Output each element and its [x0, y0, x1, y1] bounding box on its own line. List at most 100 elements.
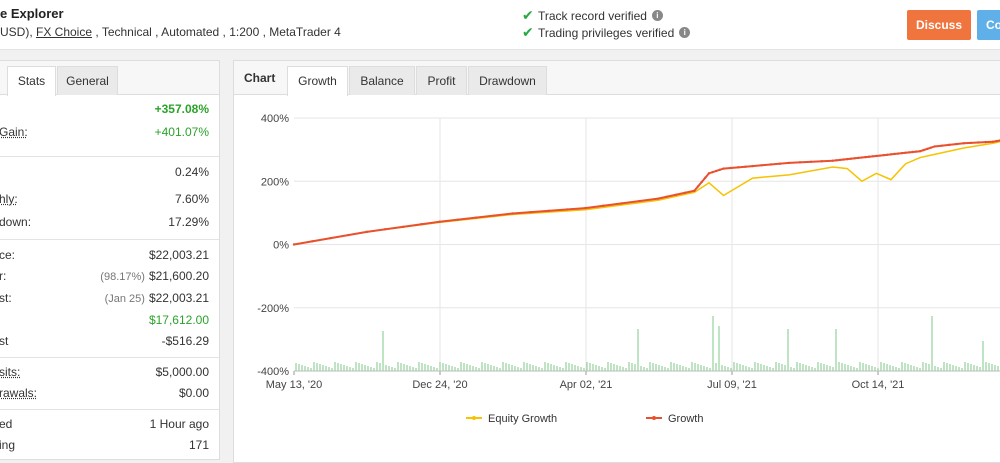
tab-profit[interactable]: Profit — [416, 66, 467, 95]
growth-point — [736, 166, 740, 169]
growth-point — [820, 160, 823, 163]
tab-stats[interactable]: Stats — [7, 66, 56, 96]
axis-layer: 400% 200% 0% -200% -400%May 13, '20 Dec 24, '… — [257, 113, 1000, 391]
growth-point — [893, 152, 896, 156]
stat-value: 7.60% — [174, 192, 209, 206]
growth-point — [729, 166, 732, 170]
growth-point — [995, 139, 998, 143]
info-icon[interactable]: i — [651, 10, 663, 21]
legend-growth-label: Growth — [668, 413, 703, 425]
stat-row-updated: ed 1 Hour ago — [0, 417, 219, 437]
growth-point — [638, 199, 641, 203]
growth-point — [602, 204, 605, 207]
stat-value: $22,003.21 — [148, 291, 209, 305]
growth-point — [940, 144, 944, 147]
growth-point — [329, 236, 332, 240]
stat-row-interest: st -$516.29 — [0, 334, 219, 354]
volume-layer — [295, 316, 999, 371]
growth-point — [456, 218, 459, 221]
growth-point — [696, 185, 700, 188]
growth-point — [842, 158, 845, 161]
growth-point — [760, 164, 763, 167]
stat-label: hly: — [0, 192, 18, 206]
growth-point — [718, 168, 722, 171]
growth-point — [838, 158, 842, 162]
tab-drawdown[interactable]: Drawdown — [468, 66, 547, 95]
chart-tabs: Chart Growth Balance Profit Drawdown — [234, 61, 1000, 96]
copy-button[interactable]: Co — [977, 10, 1000, 40]
growth-point — [704, 176, 707, 179]
stats-tabs: Stats General — [0, 61, 219, 96]
stat-value-group: (98.17%) $21,600.20 — [100, 269, 209, 283]
growth-point — [900, 151, 904, 155]
growth-point — [474, 216, 478, 219]
stat-value: +357.08% — [154, 102, 209, 116]
discuss-button[interactable]: Discuss — [907, 10, 971, 40]
growth-point — [889, 153, 893, 156]
growth-point — [778, 162, 782, 165]
stats-panel: Stats General +357.08% Gain: +401.07% 0.… — [0, 60, 220, 460]
x-tick-label: Apr 02, '21 — [560, 379, 613, 391]
growth-point — [846, 157, 849, 161]
growth-point — [769, 163, 773, 166]
grid-layer — [294, 117, 1000, 372]
growth-chart[interactable]: 400% 200% 0% -200% -400%May 13, '20 Dec 24, '… — [234, 96, 1000, 462]
growth-point — [365, 230, 368, 234]
tab-balance[interactable]: Balance — [349, 66, 415, 95]
check-icon: ✔ — [522, 7, 534, 23]
growth-point — [875, 154, 878, 158]
stat-prefix: (Jan 25) — [104, 293, 145, 305]
stat-label: st: — [0, 291, 12, 305]
growth-point — [860, 156, 864, 159]
growth-point — [675, 193, 678, 196]
account-title: e Explorer — [0, 6, 64, 21]
growth-point — [715, 169, 718, 173]
growth-point — [751, 164, 754, 168]
y-tick-label: 0% — [273, 240, 289, 252]
growth-point — [969, 141, 973, 145]
growth-point — [911, 150, 914, 154]
growth-point — [656, 197, 660, 200]
stat-value-group: (Jan 25) $22,003.21 — [105, 291, 209, 305]
growth-point — [849, 157, 853, 160]
growth-point — [867, 155, 871, 158]
x-tick-label: Dec 24, '20 — [412, 379, 467, 391]
growth-point — [984, 140, 987, 144]
stat-label: Gain: — [0, 125, 28, 139]
growth-point — [620, 202, 623, 205]
growth-point — [915, 150, 918, 153]
stat-value: $21,600.20 — [148, 269, 209, 283]
stat-row-profit: $17,612.00 — [0, 313, 219, 333]
stat-row-withdrawals: rawals: $0.00 — [0, 386, 219, 406]
growth-point — [907, 151, 911, 154]
growth-point — [665, 195, 669, 198]
stat-value: 1 Hour ago — [149, 417, 209, 431]
info-icon[interactable]: i — [679, 27, 691, 38]
growth-point — [897, 152, 900, 155]
x-tick-label: May 13, '20 — [266, 379, 323, 391]
legend-equity-label: Equity Growth — [488, 413, 557, 425]
growth-point — [933, 145, 936, 148]
growth-point — [584, 206, 587, 210]
series-layer — [292, 139, 1000, 246]
tab-growth[interactable]: Growth — [287, 66, 348, 96]
broker-link[interactable]: FX Choice — [36, 25, 93, 39]
growth-point — [878, 154, 882, 157]
stat-value: $5,000.00 — [155, 365, 209, 379]
check-icon: ✔ — [522, 24, 534, 40]
growth-point — [926, 147, 929, 151]
stat-label: ce: — [0, 248, 16, 262]
stat-value: 0.24% — [174, 165, 209, 179]
x-tick-label: Jul 09, '21 — [707, 379, 757, 391]
growth-point — [835, 159, 838, 162]
growth-point — [977, 141, 980, 144]
growth-point — [955, 142, 958, 146]
tab-general[interactable]: General — [57, 66, 118, 95]
stat-row-balance: ce: $22,003.21 — [0, 248, 219, 268]
stat-value: $22,003.21 — [148, 248, 209, 262]
account-details: , Technical , Automated , 1:200 , MetaTr… — [92, 25, 341, 39]
growth-point — [711, 170, 714, 174]
stat-label: sits: — [0, 365, 21, 379]
stat-label: rawals: — [0, 386, 38, 400]
stat-label: r: — [0, 269, 7, 283]
